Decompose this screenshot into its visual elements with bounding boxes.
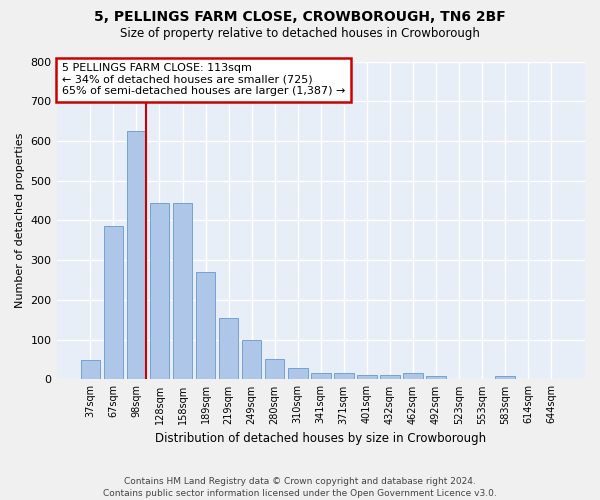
Bar xyxy=(127,131,146,380)
Bar xyxy=(173,202,193,380)
Bar xyxy=(242,340,262,380)
Bar xyxy=(149,202,169,380)
Bar xyxy=(219,318,238,380)
Text: Contains public sector information licensed under the Open Government Licence v3: Contains public sector information licen… xyxy=(103,488,497,498)
Bar xyxy=(403,372,423,380)
Bar xyxy=(496,376,515,380)
Bar xyxy=(196,272,215,380)
Bar xyxy=(104,226,123,380)
Bar xyxy=(357,374,377,380)
X-axis label: Distribution of detached houses by size in Crowborough: Distribution of detached houses by size … xyxy=(155,432,487,445)
Text: Contains HM Land Registry data © Crown copyright and database right 2024.: Contains HM Land Registry data © Crown c… xyxy=(124,477,476,486)
Text: Size of property relative to detached houses in Crowborough: Size of property relative to detached ho… xyxy=(120,28,480,40)
Bar xyxy=(311,372,331,380)
Bar xyxy=(265,359,284,380)
Bar xyxy=(288,368,308,380)
Text: 5, PELLINGS FARM CLOSE, CROWBOROUGH, TN6 2BF: 5, PELLINGS FARM CLOSE, CROWBOROUGH, TN6… xyxy=(94,10,506,24)
Bar xyxy=(80,360,100,380)
Bar xyxy=(334,372,353,380)
Text: 5 PELLINGS FARM CLOSE: 113sqm
← 34% of detached houses are smaller (725)
65% of : 5 PELLINGS FARM CLOSE: 113sqm ← 34% of d… xyxy=(62,63,345,96)
Bar xyxy=(426,376,446,380)
Y-axis label: Number of detached properties: Number of detached properties xyxy=(15,133,25,308)
Bar xyxy=(380,374,400,380)
